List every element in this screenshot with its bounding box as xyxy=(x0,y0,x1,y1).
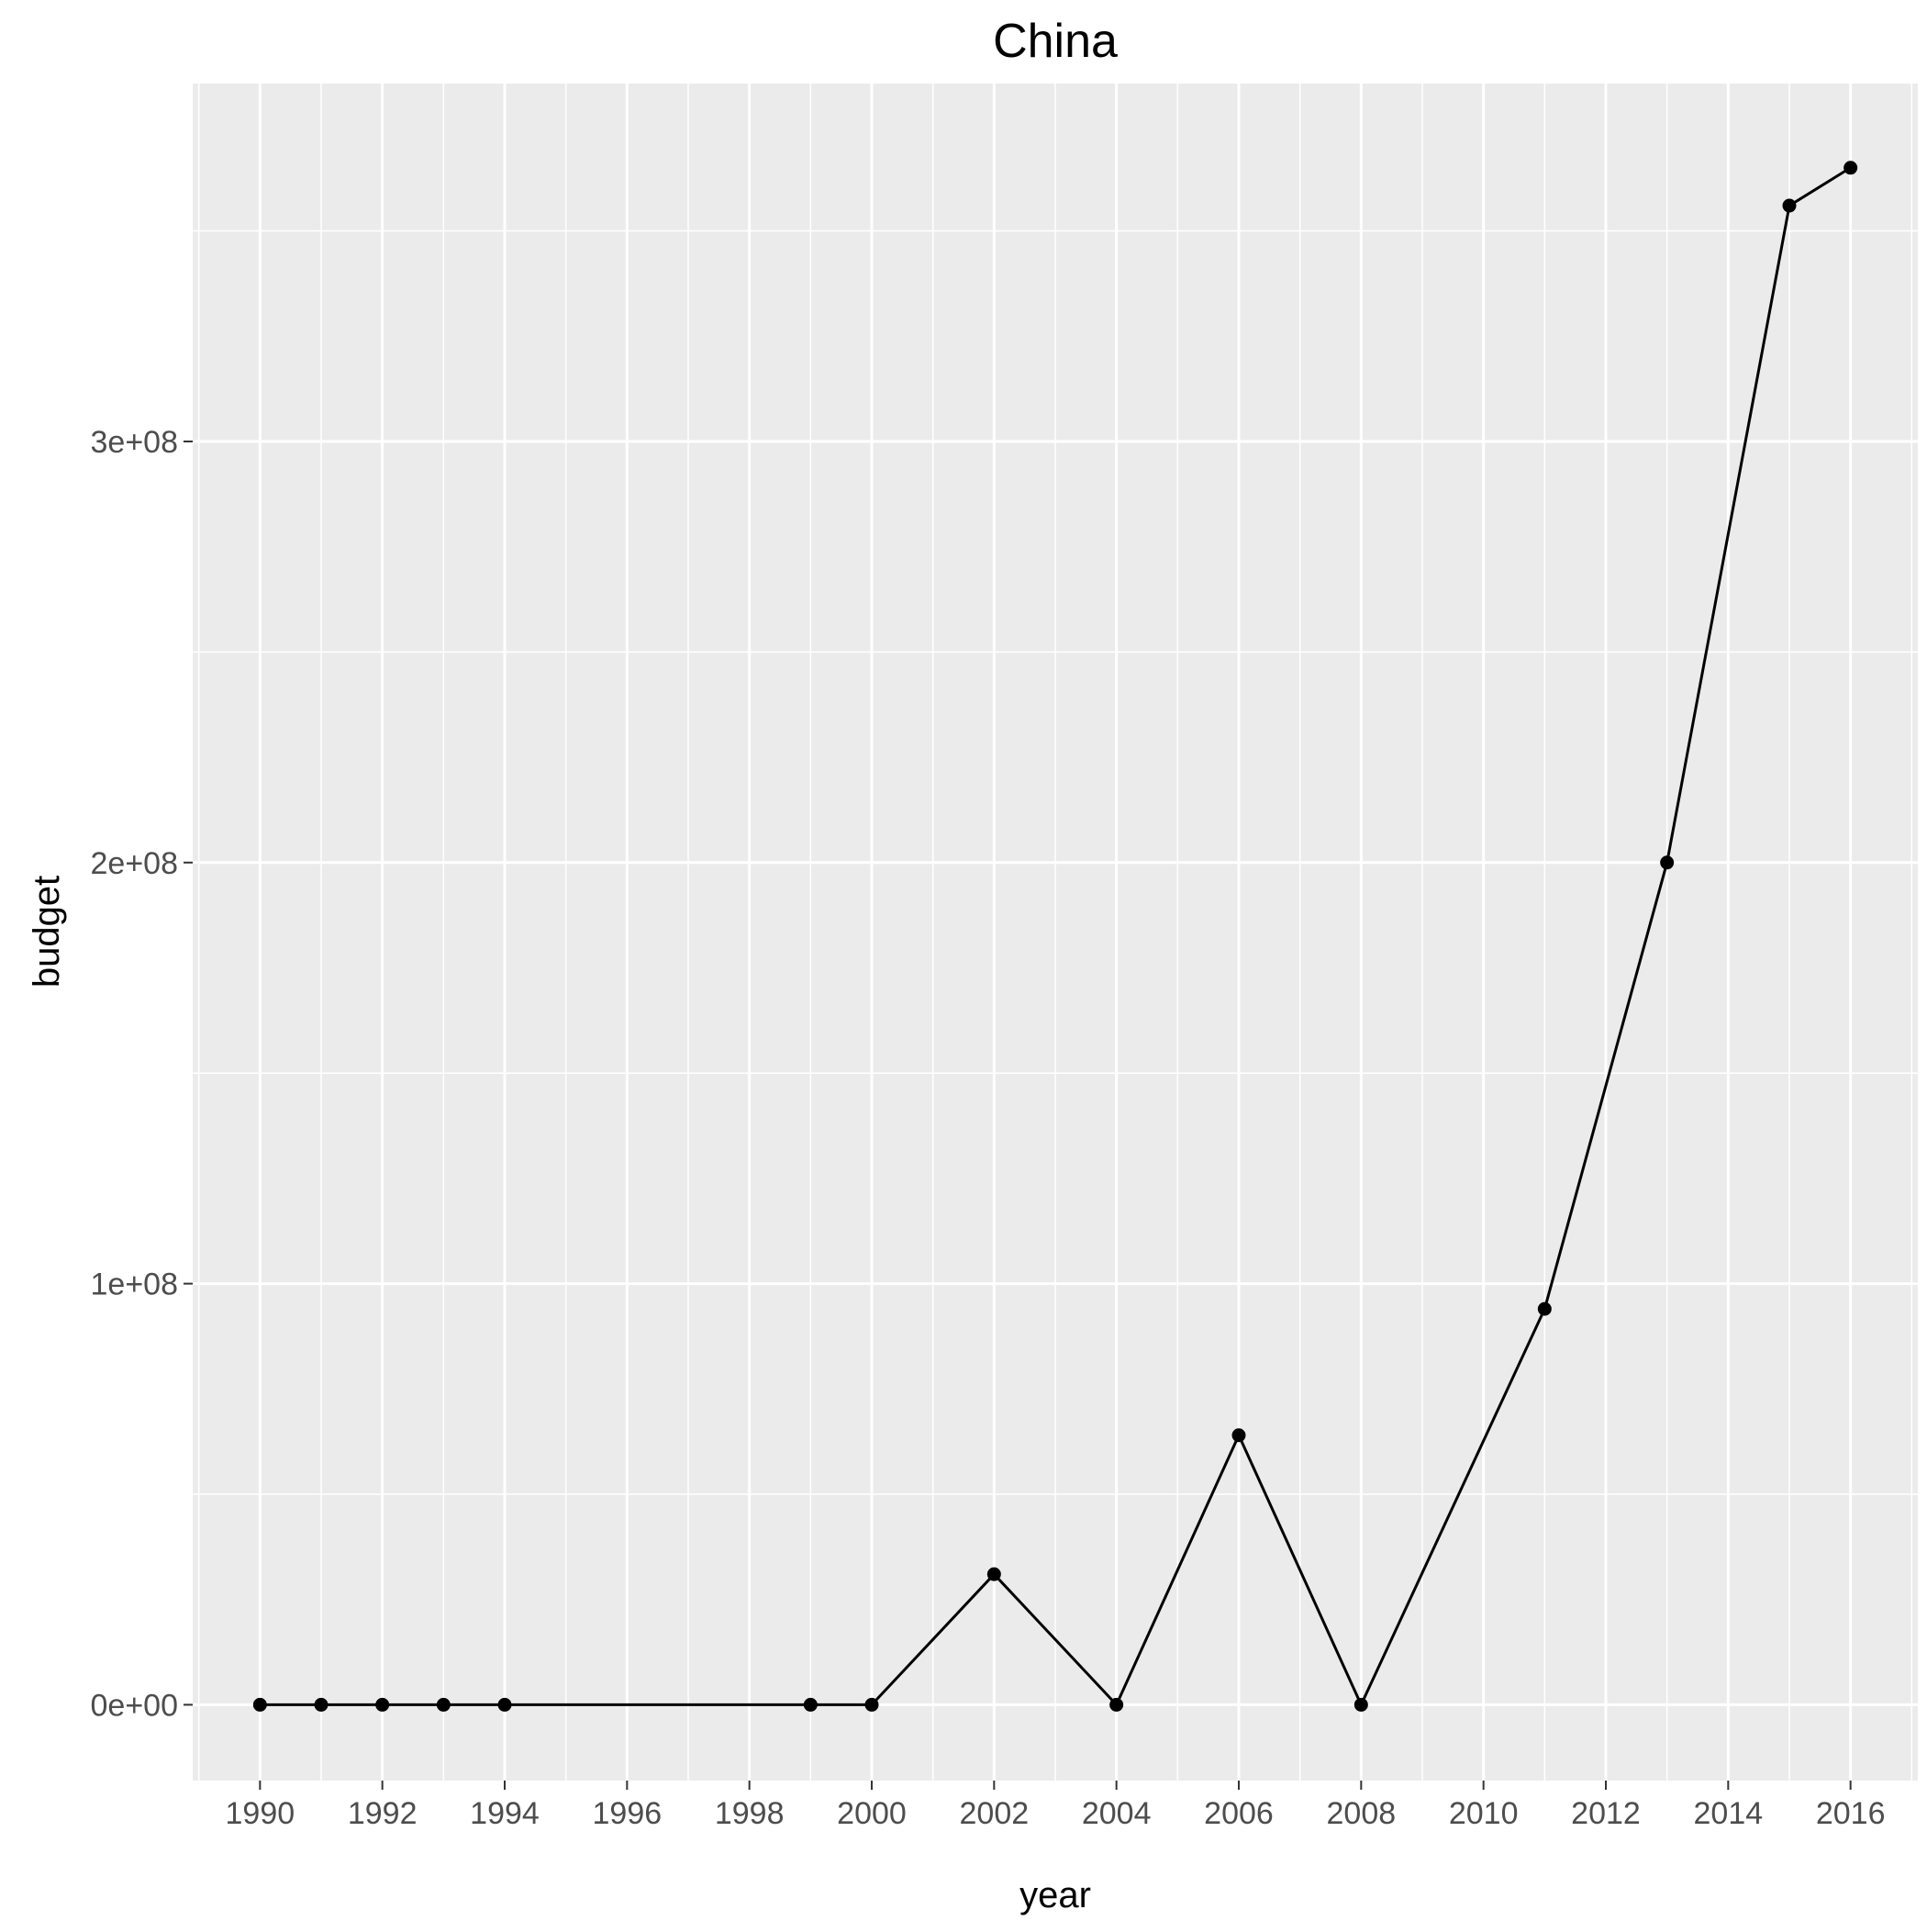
chart-title: China xyxy=(993,15,1118,68)
data-point xyxy=(1537,1301,1552,1316)
data-point xyxy=(497,1697,512,1712)
data-point xyxy=(1231,1428,1246,1443)
data-point xyxy=(864,1697,879,1712)
x-tick-label: 2000 xyxy=(837,1796,907,1831)
x-tick-label: 2006 xyxy=(1204,1796,1274,1831)
y-tick-label: 0e+00 xyxy=(91,1688,179,1723)
y-tick-label: 3e+08 xyxy=(91,425,179,460)
data-point xyxy=(314,1697,329,1712)
x-axis-title: year xyxy=(1019,1875,1091,1915)
y-axis-title: budget xyxy=(27,876,67,988)
x-tick-label: 1994 xyxy=(470,1796,540,1831)
minor-gridlines xyxy=(193,84,1918,1781)
x-tick-label: 1992 xyxy=(348,1796,418,1831)
data-point xyxy=(375,1697,390,1712)
data-point xyxy=(436,1697,451,1712)
data-point xyxy=(803,1697,818,1712)
major-gridlines xyxy=(193,84,1918,1781)
x-tick-label: 2008 xyxy=(1327,1796,1397,1831)
y-tick-label: 1e+08 xyxy=(91,1268,179,1302)
x-tick-label: 1998 xyxy=(715,1796,785,1831)
x-tick-label: 2004 xyxy=(1082,1796,1152,1831)
axis-ticks xyxy=(184,440,1852,1790)
x-tick-label: 1996 xyxy=(593,1796,663,1831)
x-tick-label: 2016 xyxy=(1816,1796,1886,1831)
series-layer xyxy=(252,161,1858,1712)
data-point xyxy=(986,1567,1001,1581)
x-tick-label: 1990 xyxy=(226,1796,295,1831)
data-point xyxy=(1843,161,1858,175)
data-point xyxy=(252,1697,267,1712)
x-tick-label: 2012 xyxy=(1571,1796,1641,1831)
data-point xyxy=(1660,855,1675,870)
x-tick-labels: 1990 1992 1994 1996 1998 2000 2002 2004 2006 2008… xyxy=(226,1796,1886,1831)
y-tick-labels: 0e+00 1e+08 2e+08 3e+08 xyxy=(91,425,179,1723)
x-tick-label: 2002 xyxy=(960,1796,1030,1831)
x-tick-label: 2014 xyxy=(1694,1796,1764,1831)
x-tick-label: 2010 xyxy=(1449,1796,1519,1831)
data-point xyxy=(1782,198,1797,213)
y-tick-label: 2e+08 xyxy=(91,846,179,881)
data-point xyxy=(1109,1697,1124,1712)
data-point xyxy=(1353,1697,1368,1712)
